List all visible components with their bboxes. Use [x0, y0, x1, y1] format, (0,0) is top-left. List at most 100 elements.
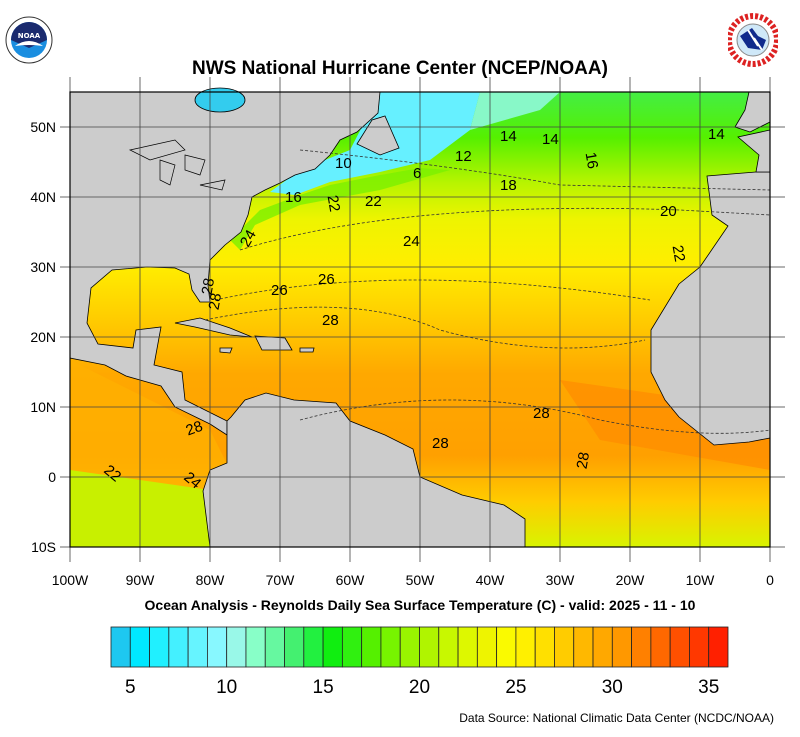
newfoundland	[356, 115, 400, 156]
contour-label: 26	[318, 271, 335, 288]
lon-label: 60W	[335, 572, 365, 588]
lon-label: 0	[766, 572, 774, 588]
contour-label: 14	[542, 131, 559, 148]
contour-label: 28	[322, 312, 339, 329]
colorbar-tick-label: 25	[505, 677, 527, 698]
contour-label: 28	[198, 276, 219, 297]
contour-label: 22	[668, 243, 689, 264]
colorbar-box	[496, 626, 517, 668]
lon-label: 20W	[615, 572, 645, 588]
contour-label: 14	[500, 128, 517, 145]
cool-water-sst	[470, 92, 560, 130]
lon-label: 100W	[51, 572, 89, 588]
colorbar-box	[149, 626, 170, 668]
africa-iberia	[650, 171, 771, 446]
contour-label: 20	[660, 203, 677, 220]
colorbar-box	[284, 626, 305, 668]
contour-label: 28	[573, 450, 594, 471]
contour-label: 28	[533, 405, 550, 422]
colorbar-box	[689, 626, 710, 668]
contour-label: 26	[271, 282, 288, 299]
colorbar-box	[708, 626, 729, 668]
gridlines	[60, 77, 785, 562]
colorbar-box	[669, 626, 690, 668]
colorbar-box	[438, 626, 459, 668]
lon-label: 10W	[685, 572, 715, 588]
colorbar-box	[476, 626, 498, 668]
colorbar-box	[322, 626, 343, 668]
colorbar-tick-label: 5	[124, 677, 136, 698]
lon-label: 50W	[405, 572, 435, 588]
lat-label: 20N	[30, 329, 56, 345]
colorbar-box	[226, 626, 247, 668]
colorbar-box	[264, 626, 285, 668]
map-frame	[69, 91, 771, 548]
france	[737, 129, 771, 173]
lat-label: 10S	[31, 539, 56, 555]
colorbar-tick-label: 10	[216, 677, 238, 698]
colorbar-box	[554, 626, 575, 668]
contour-label: 24	[403, 233, 420, 250]
colorbar-box	[592, 626, 613, 668]
colorbar-tick-label: 20	[408, 677, 431, 698]
colorbar-box	[303, 626, 324, 668]
colorbar-box	[129, 626, 150, 668]
noaa-logo: NOAA	[5, 16, 53, 64]
contour-label: 22	[323, 193, 344, 214]
contour-label: 12	[455, 148, 472, 165]
colorbar-box	[515, 626, 536, 668]
colorbar-box	[168, 626, 189, 668]
colorbar-box	[611, 626, 632, 668]
north-america	[69, 91, 381, 436]
colorbar-box	[207, 626, 228, 668]
contour-label: 14	[708, 126, 725, 143]
contour-label: 18	[500, 177, 517, 194]
colorbar-tick-label: 30	[601, 677, 623, 698]
colorbar-box	[534, 626, 555, 668]
lat-label: 30N	[30, 259, 56, 275]
south-america	[202, 392, 526, 548]
land	[69, 91, 771, 548]
colorbar	[110, 626, 729, 668]
lat-label: 10N	[30, 399, 56, 415]
lon-label: 90W	[125, 572, 155, 588]
contour-label: 22	[365, 193, 382, 210]
contour-label: 6	[413, 165, 422, 182]
contours	[204, 149, 771, 434]
warm-pool-sst	[560, 380, 770, 470]
colorbar-box	[361, 626, 382, 668]
colorbar-box	[631, 626, 652, 668]
data-source: Data Source: National Climatic Data Cent…	[459, 711, 774, 725]
colorbar-tick-label: 35	[698, 677, 720, 698]
lat-label: 40N	[30, 189, 56, 205]
lon-label: 80W	[195, 572, 225, 588]
colorbar-box	[245, 626, 266, 668]
lon-label: 30W	[545, 572, 575, 588]
contour-label: 28	[432, 435, 449, 452]
colorbar-box	[341, 626, 363, 668]
puerto-rico	[299, 347, 315, 353]
nws-logo	[728, 13, 778, 67]
sst-map	[60, 77, 785, 562]
jamaica	[219, 347, 233, 354]
colorbar-box	[650, 626, 671, 668]
colorbar-box	[573, 626, 594, 668]
colorbar-box	[399, 626, 420, 668]
svg-text:NOAA: NOAA	[18, 32, 41, 40]
colorbar-box	[457, 626, 478, 668]
colorbar-box	[419, 626, 440, 668]
colorbar-box	[187, 626, 208, 668]
lat-label: 0	[48, 469, 56, 485]
contour-label: 16	[581, 150, 602, 171]
map-title: NWS National Hurricane Center (NCEP/NOAA…	[192, 58, 608, 79]
colorbar-tick-label: 15	[312, 677, 334, 698]
colorbar-box	[110, 626, 131, 668]
great-lakes	[128, 139, 226, 191]
lon-label: 70W	[265, 572, 295, 588]
lat-label: 50N	[30, 119, 56, 135]
gulf-stream-edge-sst	[230, 168, 450, 250]
map-subtitle: Ocean Analysis - Reynolds Daily Sea Surf…	[144, 597, 696, 613]
contour-label: 10	[335, 155, 352, 172]
colorbar-box	[380, 626, 401, 668]
lon-label: 40W	[475, 572, 505, 588]
